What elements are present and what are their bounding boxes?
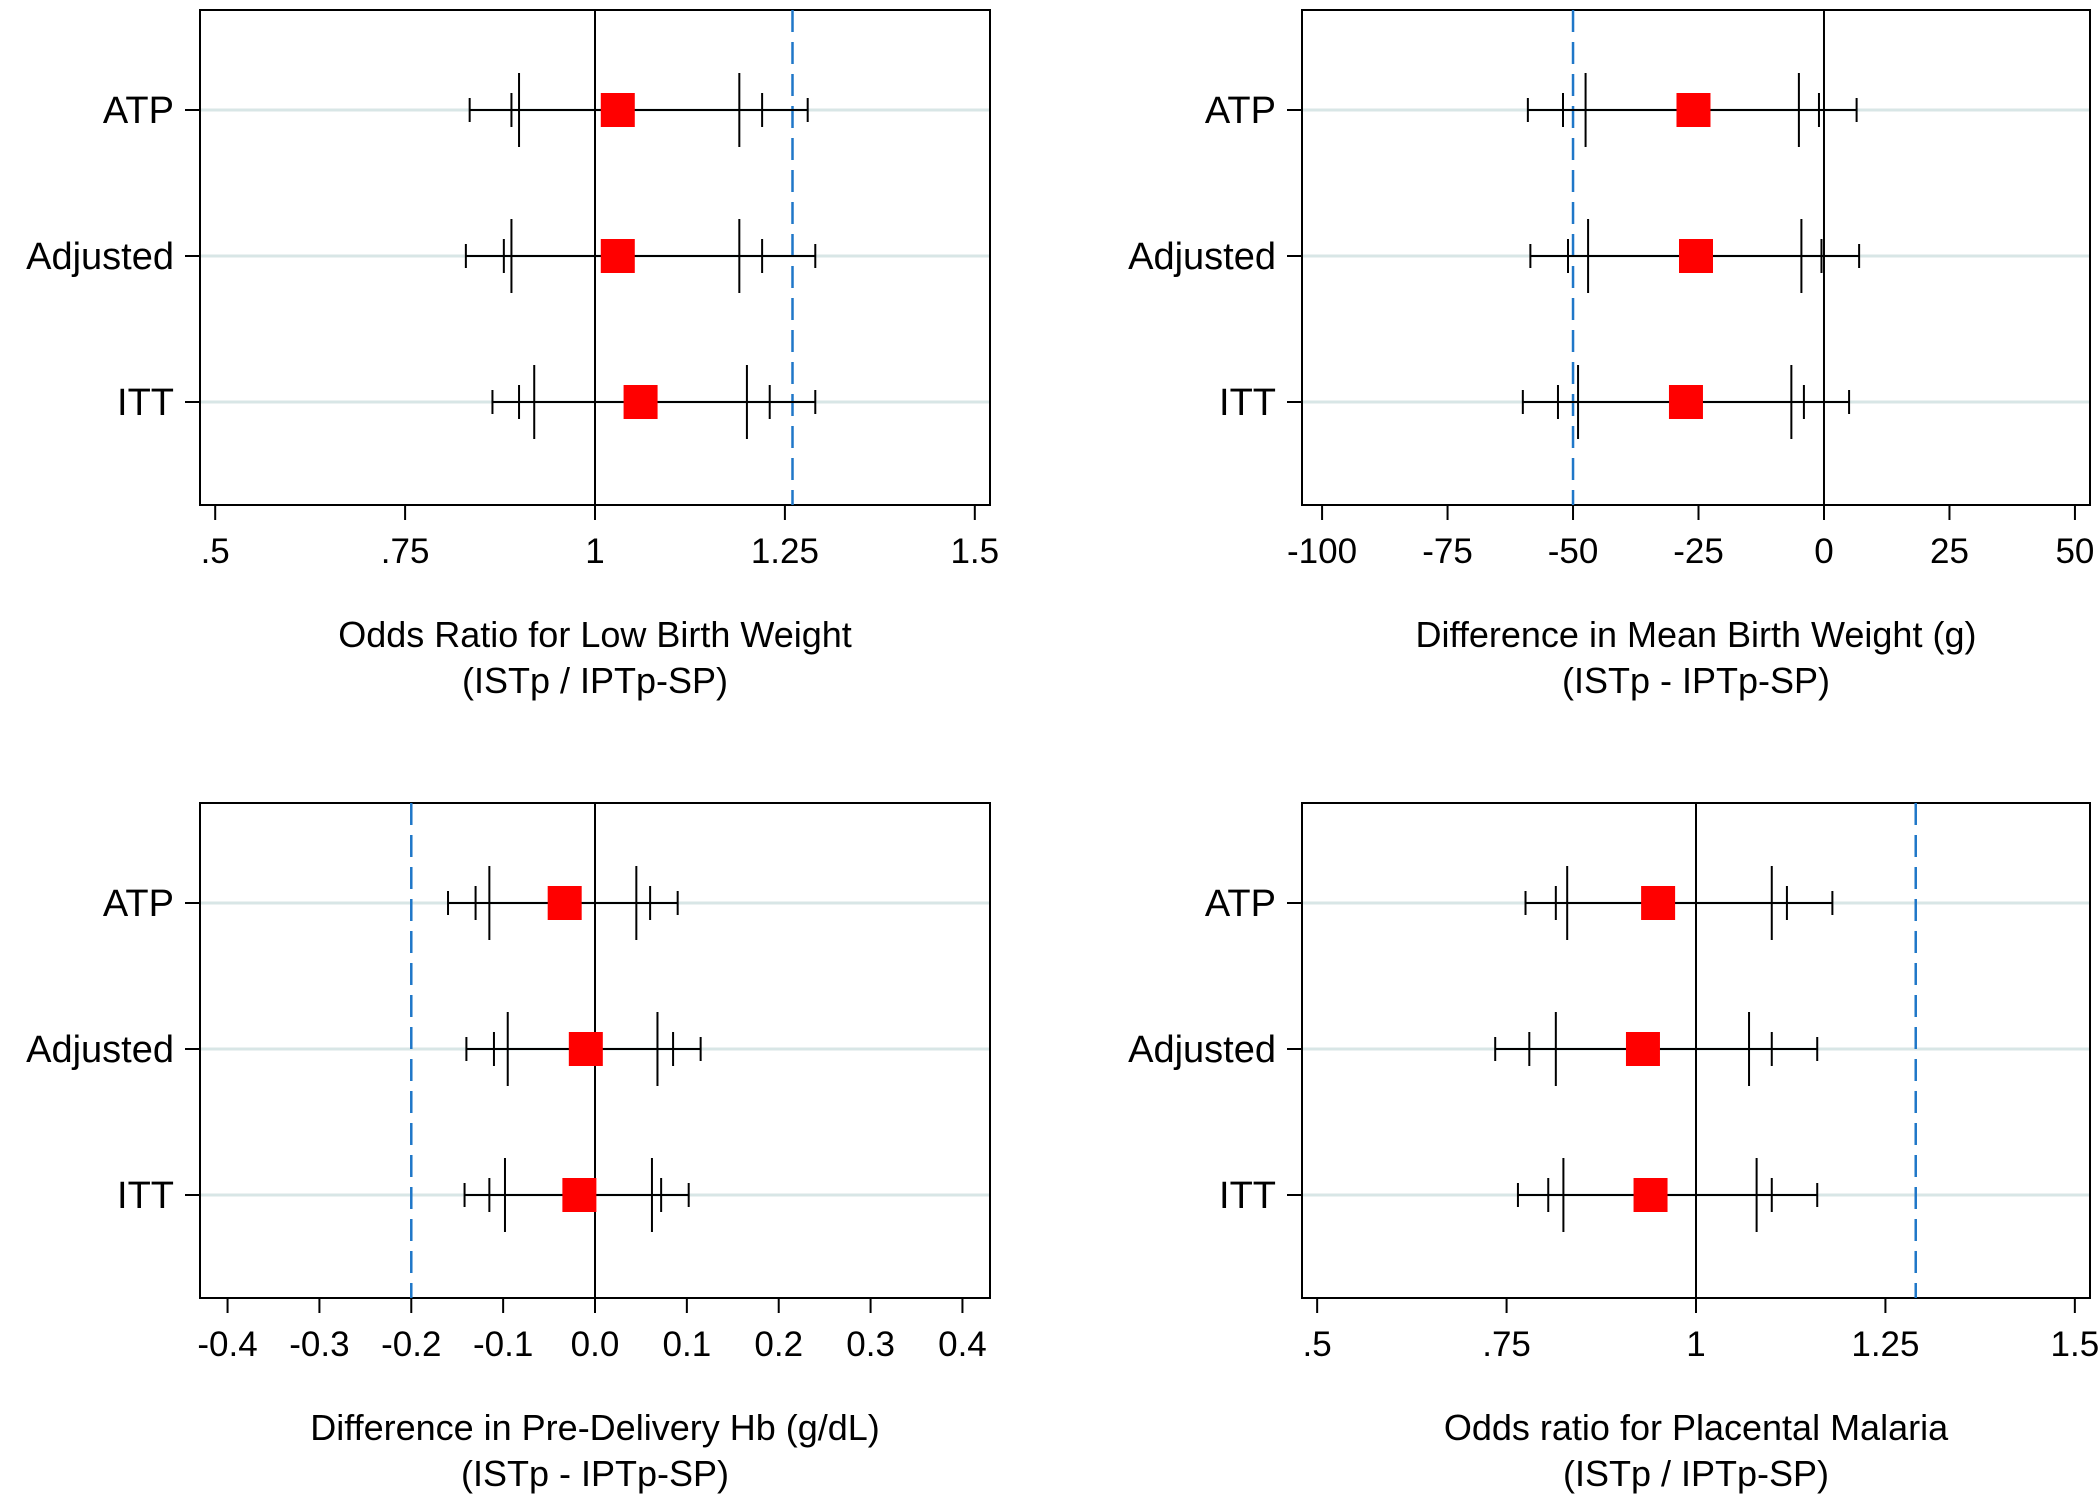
- category-label: ATP: [103, 883, 174, 925]
- point-estimate-marker: [568, 1032, 603, 1066]
- forest-row-itt: ITT: [117, 365, 817, 439]
- chart-panel-2: ATP Adjusted ITT -100 -75 -50 -25 0 25 50 Differen…: [1128, 9, 2094, 701]
- forest-row-adjusted: Adjusted: [1128, 1012, 1819, 1086]
- x-tick-label: 1.25: [751, 532, 819, 571]
- point-estimate-marker: [1633, 1178, 1668, 1212]
- x-tick-label: -0.3: [289, 1325, 349, 1364]
- x-tick-label: 1: [585, 532, 604, 571]
- point-estimate-marker: [562, 1178, 597, 1212]
- x-tick-label: -50: [1548, 532, 1599, 571]
- x-tick-label: -25: [1673, 532, 1724, 571]
- x-axis-subtitle: (ISTp - IPTp-SP): [1562, 660, 1830, 701]
- point-estimate-marker: [623, 385, 658, 419]
- category-label: ITT: [1219, 1175, 1276, 1217]
- point-estimate-marker: [1625, 1032, 1660, 1066]
- forest-row-itt: ITT: [1219, 1158, 1819, 1232]
- plot-frame: [1301, 9, 2091, 506]
- x-tick-label: -100: [1287, 532, 1357, 571]
- forest-row-adjusted: Adjusted: [26, 1012, 702, 1086]
- point-estimate-marker: [600, 93, 635, 127]
- x-axis-subtitle: (ISTp / IPTp-SP): [462, 660, 728, 701]
- category-label: ITT: [117, 1175, 174, 1217]
- point-estimate-marker: [547, 886, 582, 920]
- category-label: Adjusted: [1128, 1029, 1276, 1071]
- x-tick-label: .5: [1303, 1325, 1332, 1364]
- x-tick-label: 0.0: [571, 1325, 620, 1364]
- x-tick-label: 25: [1930, 532, 1969, 571]
- x-axis-title: Odds Ratio for Low Birth Weight: [338, 614, 852, 655]
- category-label: ITT: [117, 382, 174, 424]
- category-label: Adjusted: [1128, 236, 1276, 278]
- point-estimate-marker: [1679, 239, 1713, 273]
- forest-row-atp: ATP: [1205, 866, 1834, 940]
- x-axis-title: Difference in Pre-Delivery Hb (g/dL): [310, 1407, 880, 1448]
- x-tick-label: .75: [1482, 1325, 1531, 1364]
- forest-row-itt: ITT: [1219, 365, 1851, 439]
- x-tick-label: -0.1: [473, 1325, 533, 1364]
- point-estimate-marker: [1676, 93, 1711, 127]
- x-tick-label: .75: [381, 532, 430, 571]
- x-tick-label: 1.5: [950, 532, 999, 571]
- x-tick-label: 0.3: [846, 1325, 895, 1364]
- category-label: Adjusted: [26, 236, 174, 278]
- category-label: ATP: [103, 90, 174, 132]
- x-tick-label: -0.2: [381, 1325, 441, 1364]
- x-tick-label: 0.4: [938, 1325, 987, 1364]
- point-estimate-marker: [1668, 385, 1703, 419]
- forest-row-atp: ATP: [103, 866, 679, 940]
- x-tick-label: 0.2: [754, 1325, 803, 1364]
- x-axis-subtitle: (ISTp - IPTp-SP): [461, 1453, 729, 1494]
- x-axis-subtitle: (ISTp / IPTp-SP): [1563, 1453, 1829, 1494]
- category-label: ITT: [1219, 382, 1276, 424]
- x-tick-label: 1.5: [2051, 1325, 2100, 1364]
- forest-row-atp: ATP: [103, 73, 809, 147]
- category-label: Adjusted: [26, 1029, 174, 1071]
- chart-panel-3: ATP Adjusted ITT -0.4 -0.3 -0.2 -0.1 0.0 0.1 0.2 0…: [26, 802, 991, 1494]
- x-axis-title: Difference in Mean Birth Weight (g): [1416, 614, 1977, 655]
- category-label: ATP: [1205, 883, 1276, 925]
- point-estimate-marker: [600, 239, 635, 273]
- x-axis-title: Odds ratio for Placental Malaria: [1444, 1407, 1949, 1448]
- forest-row-adjusted: Adjusted: [1128, 219, 1861, 293]
- point-estimate-marker: [1641, 886, 1676, 920]
- x-tick-label: 1: [1686, 1325, 1705, 1364]
- x-tick-label: -75: [1422, 532, 1473, 571]
- x-tick-label: 0.1: [663, 1325, 712, 1364]
- x-tick-label: -0.4: [197, 1325, 257, 1364]
- chart-panel-1: ATP Adjusted ITT .5 .75 1 1.25 1.5 Odds Ratio fo…: [26, 9, 999, 701]
- chart-panel-4: ATP Adjusted ITT .5 .75 1 1.25 1.5 Odds ratio fo…: [1128, 802, 2100, 1494]
- x-tick-label: 0: [1814, 532, 1833, 571]
- forest-row-itt: ITT: [117, 1158, 690, 1232]
- x-tick-label: .5: [201, 532, 230, 571]
- category-label: ATP: [1205, 90, 1276, 132]
- forest-row-atp: ATP: [1205, 73, 1858, 147]
- x-tick-label: 50: [2055, 532, 2094, 571]
- x-tick-label: 1.25: [1851, 1325, 1919, 1364]
- forest-row-adjusted: Adjusted: [26, 219, 817, 293]
